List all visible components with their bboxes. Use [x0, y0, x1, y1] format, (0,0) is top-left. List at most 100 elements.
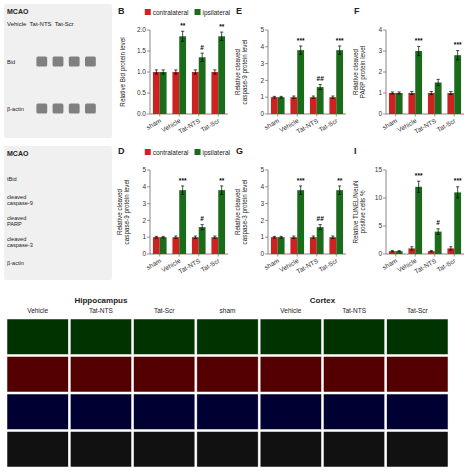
error-bar — [449, 92, 452, 95]
image-cell — [387, 394, 448, 430]
bar — [172, 237, 179, 254]
image-cell — [260, 319, 321, 355]
error-bar — [201, 225, 204, 230]
y-tick-label: 2 — [142, 217, 146, 224]
bar — [396, 251, 403, 254]
panel-title: F — [354, 6, 360, 16]
text-line: Relative cleaved — [234, 48, 241, 95]
y-tick-label: 1 — [260, 93, 264, 100]
error-bar — [220, 32, 223, 40]
y-tick-label: 5 — [260, 26, 264, 33]
image-cell — [7, 319, 68, 355]
blot-band — [36, 57, 47, 67]
y-axis-label: Relative cleavedPARP protein level — [352, 46, 367, 98]
x-tick-label: Tat-NTS — [295, 116, 320, 134]
bar — [415, 51, 422, 114]
error-bar — [155, 236, 158, 238]
image-cell — [70, 319, 131, 355]
section-label: Hippocampus — [74, 296, 127, 305]
bar — [192, 72, 199, 114]
y-tick-label: 5 — [142, 166, 146, 173]
bar — [271, 237, 278, 254]
error-bar — [292, 236, 295, 238]
y-tick — [383, 198, 386, 199]
error-bar — [194, 236, 197, 238]
bar — [389, 251, 396, 254]
text-line: cleaved — [7, 236, 26, 242]
error-bar — [430, 251, 433, 252]
significance-label: *** — [297, 37, 305, 44]
y-tick — [265, 46, 268, 47]
y-axis-label: Relative cleavedcaspase-3 protein level — [234, 180, 249, 245]
y-tick — [147, 220, 150, 221]
column-label: Vehicle — [280, 307, 301, 314]
image-cell — [323, 319, 384, 355]
y-tick-label: 1 — [378, 89, 382, 96]
blot-row-label: tBid — [7, 176, 17, 182]
column-label: Tat-Scr — [407, 307, 428, 314]
x-tick-label: Tat-Scr — [199, 116, 221, 133]
y-axis — [150, 170, 151, 254]
error-bar — [338, 186, 341, 194]
error-bar — [456, 187, 459, 198]
legend-label: contralateral — [153, 9, 189, 16]
x-tick — [198, 114, 199, 117]
y-tick-label: 4 — [260, 183, 264, 190]
error-bar — [155, 70, 158, 74]
text-line: PARP — [7, 221, 22, 227]
x-tick — [336, 254, 337, 257]
blot-row-label: cleavedPARP — [7, 215, 26, 227]
error-bar — [430, 92, 433, 95]
error-bar — [319, 225, 322, 230]
text-line: Relative cleaved — [352, 48, 359, 95]
panel-title: B — [118, 6, 125, 16]
x-tick-label: sham — [381, 117, 398, 131]
x-tick — [395, 254, 396, 257]
y-tick — [147, 30, 150, 31]
bar-panel: I051015Relative TUNEL/NeuNpositive cells… — [352, 146, 465, 275]
legend-swatch — [195, 9, 201, 15]
x-tick — [454, 254, 455, 257]
significance-label: *** — [415, 172, 423, 179]
image-cell — [197, 394, 258, 430]
error-bar — [162, 236, 165, 238]
x-tick-label: Tat-Scr — [435, 256, 457, 273]
blot-subtitle: Vehicle Tat-NTS Tat-Scr — [7, 21, 74, 27]
image-cell — [197, 319, 258, 355]
bar — [317, 227, 324, 254]
panel-title: E — [236, 6, 242, 16]
significance-label: *** — [336, 37, 344, 44]
error-bar — [417, 46, 420, 55]
image-cell — [7, 394, 68, 430]
bar — [428, 251, 435, 254]
error-bar — [331, 96, 334, 98]
error-bar — [437, 229, 440, 235]
blot-row-label: β-actin — [7, 260, 24, 266]
y-tick — [383, 226, 386, 227]
blot-row-label: Bid — [7, 59, 15, 65]
y-tick-label: 4 — [260, 43, 264, 50]
x-tick-label: Tat-Scr — [317, 116, 339, 133]
significance-label: # — [436, 219, 440, 226]
y-tick — [265, 237, 268, 238]
image-cell — [260, 357, 321, 393]
blot-background — [4, 4, 112, 138]
y-tick-label: 10 — [375, 194, 383, 201]
error-bar — [331, 236, 334, 238]
bar — [290, 97, 297, 114]
bar — [454, 192, 461, 254]
y-tick-label: 2.0 — [137, 26, 146, 33]
x-tick — [297, 114, 298, 117]
image-cell — [134, 394, 195, 430]
bar — [179, 190, 186, 254]
error-bar — [312, 236, 315, 238]
x-tick — [179, 114, 180, 117]
error-bar — [417, 181, 420, 192]
column-label: Tat-Scr — [154, 307, 175, 314]
x-tick — [277, 114, 278, 117]
y-tick — [147, 51, 150, 52]
y-tick-label: 3 — [260, 200, 264, 207]
bar — [218, 36, 225, 114]
bar — [199, 227, 206, 254]
error-bar — [273, 96, 276, 98]
